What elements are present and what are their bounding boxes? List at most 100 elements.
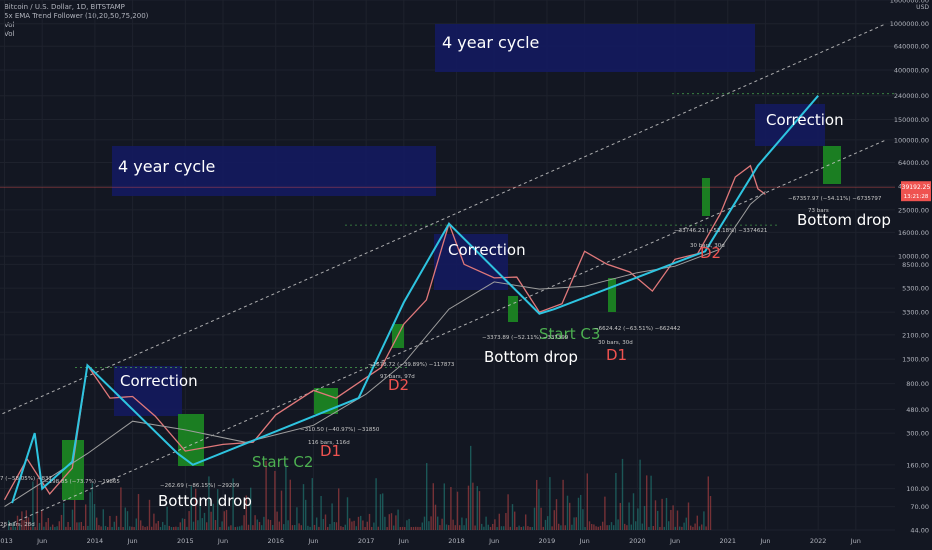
volume-bar [685,517,687,530]
price-tick-label: 100.00 [906,485,929,493]
volume-bar [192,521,195,530]
price-tick-label: 640000.00 [894,43,929,51]
volume-bar [368,513,371,530]
measurement-label: 28 bars, 28d [0,522,35,528]
volume-bar [410,526,412,530]
volume-bar [582,509,584,530]
volume-bar [531,526,533,530]
volume-bar [285,463,287,530]
volume-bar [619,502,621,530]
volume-bar [338,488,340,530]
measurement-label: 73 bars [808,208,829,214]
volume-bar [624,523,626,530]
bottom-drop-label-2022: Bottom drop [797,211,891,229]
volume-bar [27,517,30,530]
volume-bar [329,524,331,530]
volume-bar [269,519,272,530]
correction-label-2022: Correction [766,111,844,129]
time-tick-label: Jun [488,537,499,545]
time-tick-label: 2016 [267,537,284,545]
volume-bar [188,511,190,530]
volume-bar [201,518,203,530]
volume-bar [85,504,87,530]
d1-label-2020: D1 [606,346,627,364]
volume-bar [542,526,544,530]
volume-bar [236,526,239,530]
volume-bar [355,526,357,530]
volume-bar [408,518,410,530]
volume-bar [437,516,439,530]
price-line [4,191,766,508]
volume-bar [10,526,12,530]
volume-bar [278,521,280,530]
volume-bar [19,525,21,530]
volume-bar [663,526,665,530]
measurement-label: 7 (−58.05%) −837 [0,476,52,482]
volume-bar [155,523,157,530]
volume-bar [639,459,641,530]
volume-bar [173,526,175,530]
volume-bar [382,493,384,530]
volume-bar [63,502,65,530]
annotation-boxes [62,24,841,500]
volume-bar [93,504,96,530]
volume-bar [690,525,692,530]
volume-bar [386,526,388,530]
volume-bar [342,526,344,530]
volume-bar [641,523,643,530]
volume-bar [41,510,43,530]
volume-bar [327,526,329,530]
volume-bar [665,497,668,530]
cycle-path [11,95,819,504]
volume-bar [223,511,225,530]
volume-bar [54,526,56,530]
volume-bar [384,516,386,530]
volume-bar [461,517,463,530]
volume-bar [102,509,104,530]
volume-bar [302,484,305,530]
volume-bar [415,526,417,530]
volume-bar [705,526,707,530]
volume-bar [536,479,538,530]
indicator-label: 5x EMA Trend Follower (10,20,50,75,200) [4,12,149,20]
volume-bar [709,496,712,530]
volume-bar [91,483,93,530]
volume-bar [221,521,223,530]
volume-bar [296,507,298,530]
volume-bar [65,526,67,530]
volume-bar [428,521,430,530]
time-tick-label: 2013 [0,537,13,545]
volume-bar [575,517,577,530]
volume-bar [245,495,247,530]
volume-bar [441,518,443,530]
volume-bar [146,526,148,530]
volume-bar [597,526,599,530]
volume-bar [419,526,421,530]
measurement-label: −67357.97 (−54.11%) −6735797 [788,196,882,202]
volume-bar [276,511,278,530]
volume-bar [353,520,355,530]
bottom-drop-label-2019: Bottom drop [484,348,578,366]
volume-bar [371,526,373,530]
volume-bar [393,525,395,530]
volume-bar [360,515,362,530]
volume-bar [43,526,45,530]
time-tick-label: Jun [850,537,861,545]
time-tick-label: 2019 [539,537,556,545]
volume-bar [628,502,630,530]
volume-bar [472,482,474,530]
volume-bar [76,522,78,530]
volume-bar [562,479,564,530]
time-tick-label: 2014 [87,537,104,545]
volume-bar [595,526,597,530]
time-tick-label: Jun [217,537,228,545]
current-price-label: 39192.25 [902,184,931,191]
volume-bar [212,503,214,530]
volume-bar [98,525,100,530]
correction-label-2018: Correction [448,241,526,259]
volume-bar [538,489,540,530]
volume-bar [45,522,47,530]
annotation-labels: 4 year cycle 4 year cycle Correction Correc… [0,33,891,528]
volume-bar [52,524,54,530]
